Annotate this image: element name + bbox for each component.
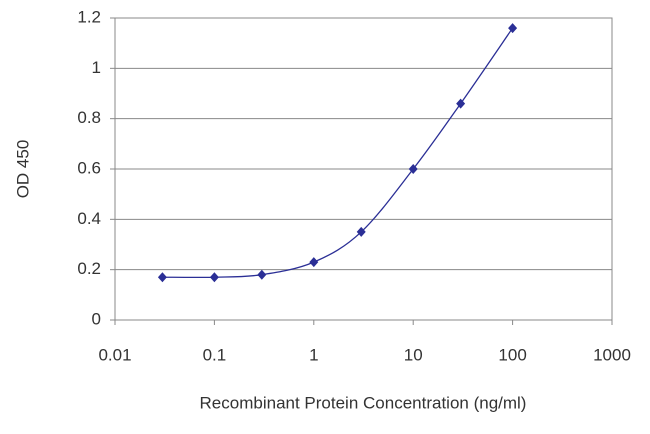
data-point <box>209 272 219 283</box>
data-point <box>257 269 267 280</box>
data-point <box>309 257 319 268</box>
y-tick-label: 0.6 <box>77 158 101 177</box>
data-point <box>456 98 466 109</box>
x-tick-label: 0.01 <box>98 345 131 364</box>
y-tick-label: 0.8 <box>77 108 101 127</box>
x-tick-label: 1 <box>309 345 318 364</box>
y-axis-label: OD 450 <box>13 140 32 199</box>
data-point <box>508 23 518 34</box>
x-tick-label: 10 <box>404 345 423 364</box>
x-tick-label: 1000 <box>593 345 631 364</box>
data-point <box>408 164 418 174</box>
x-tick-label: 0.1 <box>203 345 227 364</box>
y-tick-label: 1.2 <box>77 7 101 26</box>
y-tick-label: 0.4 <box>77 209 101 228</box>
y-tick-label: 0 <box>92 309 101 328</box>
y-tick-label: 1 <box>92 58 101 77</box>
data-point <box>157 272 167 283</box>
y-tick-label: 0.2 <box>77 259 101 278</box>
x-axis-label: Recombinant Protein Concentration (ng/ml… <box>200 393 527 412</box>
data-point <box>356 226 366 237</box>
x-tick-label: 100 <box>498 345 526 364</box>
